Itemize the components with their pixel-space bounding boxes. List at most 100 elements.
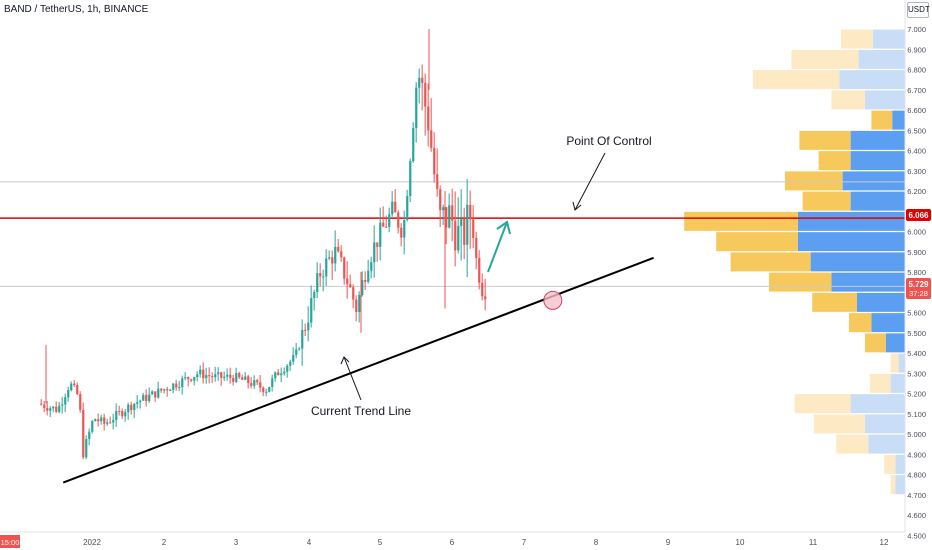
time-tick-label: 4 (307, 538, 312, 547)
candle-body (64, 397, 67, 405)
vp-buy-bar (716, 232, 798, 252)
candle-body (406, 196, 409, 220)
vp-sell-bar (839, 70, 905, 90)
candle-body (379, 222, 382, 247)
candle-body (82, 409, 85, 458)
price-tick-label: 5.800 (907, 268, 926, 277)
candle-body (160, 388, 163, 391)
candle-body (421, 77, 424, 83)
price-tick-label: 5.400 (907, 349, 926, 358)
vp-buy-bar (890, 353, 899, 373)
currency-button[interactable]: USDT (907, 2, 930, 18)
candle-body (100, 417, 103, 422)
time-tick-label: 2 (162, 538, 167, 547)
time-tick-label: 10 (736, 538, 745, 547)
price-tick-label: 5.600 (907, 309, 926, 318)
poc-pointer-arrow (574, 152, 606, 211)
last-price-text: 5.729 (908, 280, 929, 289)
candle-body (70, 383, 73, 391)
vp-sell-bar (797, 232, 905, 252)
candle-body (412, 128, 415, 162)
candle-body (427, 106, 430, 131)
candle-body (202, 369, 205, 379)
vp-sell-bar (850, 394, 905, 414)
candle-body (457, 225, 460, 251)
vp-sell-bar (831, 272, 905, 292)
vp-sell-bar (865, 90, 905, 110)
candle-body (445, 207, 448, 228)
candle-body (196, 374, 199, 378)
candle-body (184, 377, 187, 379)
candle-body (430, 130, 433, 148)
candle-body (301, 329, 304, 349)
vp-buy-bar (869, 373, 891, 393)
candle-body (235, 373, 238, 382)
candle-body (109, 422, 112, 424)
candle-body (310, 298, 313, 323)
projection-arrow[interactable] (487, 221, 508, 273)
vp-sell-bar (895, 475, 905, 495)
candle-body (172, 383, 175, 390)
vp-sell-bar (842, 171, 905, 191)
candle-body (415, 87, 418, 129)
candle-body (169, 389, 172, 391)
vp-buy-bar (769, 272, 832, 292)
candle-body (367, 270, 370, 282)
price-tick-label: 5.000 (907, 430, 926, 439)
vp-buy-bar (841, 29, 873, 49)
candle-body (91, 421, 94, 432)
vp-sell-bar (850, 151, 905, 171)
candle-body (238, 373, 241, 378)
price-tick-label: 5.200 (907, 390, 926, 399)
candle-body (181, 378, 184, 388)
candle-body (298, 348, 301, 350)
price-tick-label: 6.500 (907, 126, 926, 135)
price-tick-label: 6.900 (907, 45, 926, 54)
time-tick-label: 7 (522, 538, 527, 547)
candle-body (79, 393, 82, 410)
time-tick-label: 9 (666, 538, 671, 547)
vp-buy-bar (813, 414, 865, 434)
candle-body (388, 214, 391, 227)
candle-body (292, 354, 295, 362)
vp-sell-bar (850, 191, 905, 211)
price-axis[interactable]: 7.000 6.900 6.800 6.700 6.600 6.500 6.400 6.300… (907, 25, 926, 540)
candle-body (220, 372, 223, 378)
candle-body (49, 408, 52, 411)
candle-body (67, 390, 70, 398)
candle-body (397, 212, 400, 228)
price-tick-label: 6.000 (907, 228, 926, 237)
trend-annotation-text: Current Trend Line (311, 404, 411, 418)
candle-body (130, 404, 133, 411)
vp-sell-bar (892, 110, 905, 130)
candle-body (103, 417, 106, 424)
poc-price-label-bg (906, 209, 931, 221)
candle-body (226, 374, 229, 377)
candle-body (466, 204, 469, 245)
candle-body (403, 219, 406, 238)
time-tick-label: 3 (234, 538, 239, 547)
candle-body (286, 365, 289, 372)
candle-body (73, 383, 76, 386)
candle-body (454, 220, 457, 251)
candle-body (118, 410, 121, 412)
candle-body (259, 382, 262, 388)
candle-body (244, 376, 247, 380)
candle-body (460, 218, 463, 226)
circle-marker[interactable] (543, 290, 563, 310)
last-price-label: 5.729 37:28 (906, 278, 931, 299)
trend-pointer-arrowhead (340, 356, 350, 365)
vp-buy-bar (890, 475, 896, 495)
time-axis[interactable]: 15:00 2022 2 3 4 5 6 7 8 9 10 11 12 (0, 535, 889, 548)
candle-body (424, 82, 427, 107)
vp-sell-bar (871, 313, 905, 333)
candle-body (127, 404, 130, 413)
candle-body (481, 282, 484, 297)
candlestick-series (40, 29, 487, 460)
trend-line[interactable] (62, 256, 654, 484)
candle-body (223, 376, 226, 378)
candle-body (142, 394, 145, 401)
symbol-title[interactable]: BAND / TetherUS, 1h, BINANCE (4, 4, 149, 15)
candle-body (55, 406, 58, 412)
